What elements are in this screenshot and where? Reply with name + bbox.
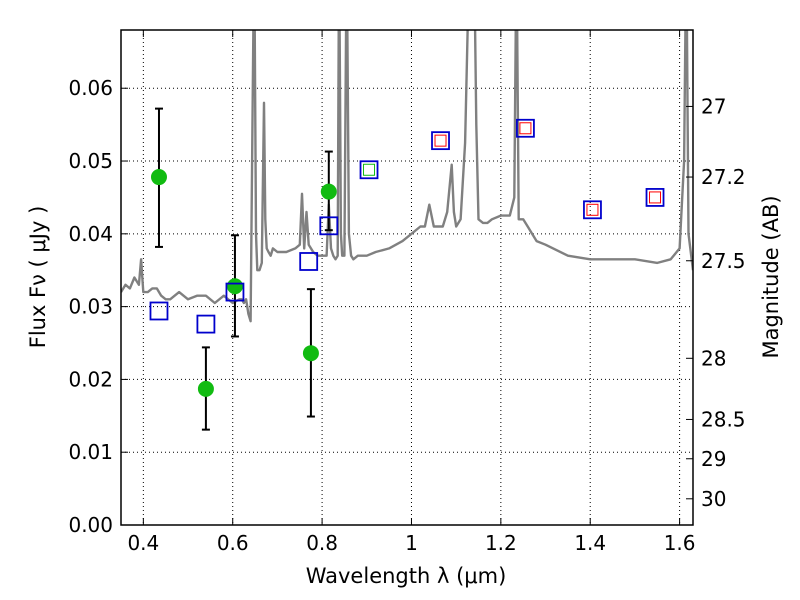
right-axis-title: Magnitude (AB) bbox=[759, 195, 783, 358]
data-point-circle bbox=[197, 380, 214, 397]
mag-tick-label: 28.5 bbox=[701, 407, 746, 431]
model-squares bbox=[149, 118, 665, 334]
x-axis-title: Wavelength λ (μm) bbox=[306, 564, 507, 588]
data-point-inner-square bbox=[586, 203, 599, 216]
x-tick-label: 0.4 bbox=[127, 531, 159, 555]
data-point-circle bbox=[150, 169, 167, 186]
data-point-inner-square bbox=[434, 134, 447, 147]
axis-ticks bbox=[121, 30, 693, 526]
data-point-square bbox=[431, 131, 450, 151]
y-tick-label: 0.00 bbox=[68, 513, 113, 537]
x-tick-label: 1.2 bbox=[485, 531, 517, 555]
data-point-inner-square bbox=[519, 122, 532, 135]
y-tick-labels: 0.00 0.01 0.02 0.03 0.04 0.05 0.06 bbox=[68, 76, 113, 537]
grid bbox=[121, 30, 693, 526]
data-point-circle bbox=[226, 278, 243, 295]
data-point-inner-square bbox=[363, 163, 376, 176]
x-tick-label: 1 bbox=[405, 531, 418, 555]
mag-tick-label: 28 bbox=[701, 346, 726, 370]
x-tick-label: 0.8 bbox=[306, 531, 338, 555]
mag-tick-label: 27.2 bbox=[701, 165, 746, 189]
data-point-square bbox=[149, 301, 169, 321]
x-tick-label: 0.6 bbox=[217, 531, 249, 555]
x-tick-labels: 0.4 0.6 0.8 1 1.2 1.4 1.6 bbox=[127, 531, 695, 555]
x-tick-label: 1.4 bbox=[574, 531, 606, 555]
data-point-square bbox=[319, 216, 339, 236]
mag-tick-label: 30 bbox=[701, 487, 726, 511]
data-point-square bbox=[225, 282, 245, 302]
data-point-square bbox=[516, 118, 535, 138]
data-point-inner-square bbox=[649, 191, 662, 204]
mag-tick-label: 27 bbox=[701, 94, 726, 118]
data-point-square bbox=[359, 160, 379, 180]
y-tick-label: 0.06 bbox=[68, 76, 113, 100]
plot-frame bbox=[120, 29, 694, 526]
y-tick-label: 0.03 bbox=[68, 295, 113, 319]
y-tick-label: 0.01 bbox=[68, 440, 113, 464]
mag-tick-label: 27.5 bbox=[701, 249, 746, 273]
data-point-square bbox=[196, 314, 216, 334]
y-tick-label: 0.04 bbox=[68, 222, 113, 246]
mag-tick-label: 29 bbox=[701, 447, 726, 471]
data-point-circle bbox=[302, 345, 319, 362]
inner-squares bbox=[363, 122, 662, 216]
magnitude-tick-labels: 27 27.2 27.5 28 28.5 29 30 bbox=[701, 94, 746, 510]
plot-area bbox=[121, 30, 693, 431]
y-tick-label: 0.02 bbox=[68, 367, 113, 391]
data-point-circle bbox=[320, 183, 337, 200]
series-line-spectrum bbox=[121, 30, 693, 323]
y-tick-label: 0.05 bbox=[68, 149, 113, 173]
data-point-square bbox=[299, 252, 319, 271]
y-axis-title: Flux Fν ( μJy ) bbox=[26, 206, 50, 349]
data-point-square bbox=[645, 188, 665, 207]
data-point-square bbox=[583, 200, 602, 220]
x-tick-label: 1.6 bbox=[664, 531, 696, 555]
observed-points bbox=[150, 169, 337, 397]
